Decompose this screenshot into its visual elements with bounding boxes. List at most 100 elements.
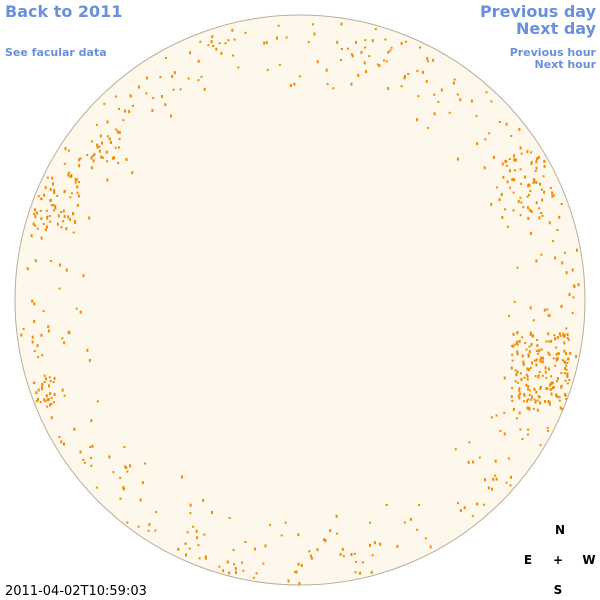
facula bbox=[43, 374, 46, 377]
facula bbox=[459, 98, 462, 102]
facula bbox=[233, 563, 235, 566]
facula bbox=[41, 383, 44, 386]
facula bbox=[456, 157, 459, 161]
facula bbox=[510, 366, 513, 370]
facula bbox=[556, 377, 559, 380]
facula bbox=[165, 57, 167, 59]
facula bbox=[427, 126, 430, 129]
facula bbox=[350, 53, 353, 56]
facula bbox=[559, 406, 562, 410]
facula bbox=[74, 178, 77, 182]
facula bbox=[159, 76, 162, 79]
facula bbox=[82, 274, 85, 278]
facula bbox=[535, 160, 538, 164]
facula bbox=[541, 188, 543, 191]
facula bbox=[509, 484, 512, 487]
facula bbox=[500, 193, 503, 197]
facula bbox=[538, 371, 541, 373]
facula bbox=[535, 181, 538, 184]
facula bbox=[540, 212, 543, 214]
facula bbox=[468, 441, 471, 444]
facula bbox=[530, 331, 533, 334]
facula bbox=[505, 122, 508, 126]
facula bbox=[40, 333, 43, 337]
next-day-link[interactable]: Next day bbox=[516, 19, 597, 38]
back-link[interactable]: Back to 2011 bbox=[5, 2, 122, 21]
facula bbox=[188, 547, 191, 550]
next-hour-link[interactable]: Next hour bbox=[535, 58, 597, 71]
facula bbox=[324, 539, 327, 543]
facula bbox=[571, 268, 574, 272]
facula bbox=[41, 354, 44, 357]
facula bbox=[541, 198, 544, 202]
facula bbox=[60, 226, 63, 229]
facula bbox=[512, 209, 515, 212]
facula bbox=[482, 503, 485, 506]
facula bbox=[44, 228, 47, 232]
facula bbox=[22, 328, 25, 330]
facula bbox=[378, 64, 381, 68]
facula bbox=[509, 169, 511, 173]
facula bbox=[73, 427, 76, 431]
facula bbox=[99, 134, 102, 138]
facula bbox=[60, 440, 63, 444]
facula bbox=[532, 407, 535, 410]
facula bbox=[560, 384, 563, 387]
facula bbox=[513, 158, 516, 162]
facula bbox=[316, 548, 319, 552]
facula bbox=[198, 557, 201, 560]
facular-link[interactable]: See facular data bbox=[5, 46, 107, 59]
facula bbox=[44, 400, 47, 403]
facula bbox=[74, 181, 77, 184]
facula bbox=[222, 569, 225, 573]
previous-day-link[interactable]: Previous day bbox=[480, 2, 597, 21]
facula bbox=[432, 58, 435, 62]
facula bbox=[518, 387, 521, 390]
facula bbox=[564, 251, 566, 254]
facula bbox=[433, 112, 436, 116]
facula bbox=[553, 194, 556, 197]
facula bbox=[96, 146, 99, 149]
facula bbox=[126, 521, 129, 524]
facula bbox=[512, 344, 515, 348]
facula bbox=[520, 201, 523, 204]
facula bbox=[535, 350, 538, 352]
facula bbox=[514, 343, 517, 346]
facula bbox=[567, 338, 570, 341]
facula bbox=[255, 572, 258, 575]
facula bbox=[495, 186, 498, 189]
facula bbox=[68, 217, 71, 221]
facula bbox=[563, 393, 566, 396]
facula bbox=[45, 209, 48, 212]
facula bbox=[341, 547, 344, 551]
facula bbox=[90, 419, 93, 423]
facula bbox=[294, 571, 296, 573]
previous-hour-link[interactable]: Previous hour bbox=[510, 46, 597, 59]
facula bbox=[278, 63, 281, 66]
facula bbox=[516, 381, 519, 384]
facula bbox=[37, 356, 40, 359]
facula bbox=[427, 60, 429, 63]
facula bbox=[542, 175, 545, 178]
facula bbox=[560, 385, 563, 389]
facula bbox=[470, 99, 473, 103]
facula bbox=[300, 563, 303, 567]
facula bbox=[529, 190, 532, 192]
facula bbox=[186, 531, 189, 534]
facula bbox=[125, 466, 128, 469]
facula bbox=[67, 173, 70, 177]
facula bbox=[202, 498, 205, 502]
facula bbox=[519, 214, 522, 217]
facula bbox=[565, 364, 568, 367]
facula bbox=[359, 571, 361, 575]
facula bbox=[418, 504, 420, 507]
facula bbox=[491, 487, 493, 491]
facula bbox=[387, 87, 390, 90]
facula bbox=[203, 533, 206, 536]
facula bbox=[509, 186, 511, 189]
facula bbox=[503, 376, 506, 380]
facula bbox=[544, 366, 547, 370]
facula bbox=[171, 74, 174, 78]
facula bbox=[516, 331, 519, 335]
facula bbox=[566, 374, 569, 378]
